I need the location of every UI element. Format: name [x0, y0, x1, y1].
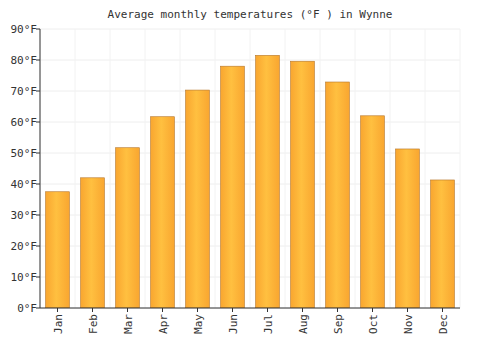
y-tick-label: 80°F — [11, 54, 38, 67]
x-tick — [57, 308, 58, 312]
x-tick — [442, 308, 443, 312]
bar — [361, 116, 385, 308]
bar — [221, 66, 245, 308]
x-tick-label: Dec — [437, 314, 450, 334]
grid-line-vertical — [40, 29, 41, 308]
x-tick-label: Jan — [52, 314, 65, 334]
bar — [326, 82, 350, 308]
grid-line-vertical — [110, 29, 111, 308]
bars — [46, 55, 455, 308]
x-tick-label: Jul — [262, 314, 275, 334]
x-tick-label: Jun — [227, 314, 240, 334]
y-tick-label: 20°F — [11, 240, 38, 253]
grid-line-vertical — [390, 29, 391, 308]
x-tick-label: Nov — [402, 314, 415, 334]
x-tick — [302, 308, 303, 312]
x-tick-label: Oct — [367, 314, 380, 334]
x-axis — [40, 308, 460, 309]
x-tick — [127, 308, 128, 312]
bar — [396, 149, 420, 308]
x-tick-label: Feb — [87, 314, 100, 334]
x-tick-label: Mar — [122, 314, 135, 334]
grid-line-vertical — [355, 29, 356, 308]
x-tick — [197, 308, 198, 312]
x-tick — [372, 308, 373, 312]
bar — [256, 55, 280, 308]
bar — [46, 192, 70, 308]
grid-line — [40, 308, 460, 309]
y-tick-label: 30°F — [11, 209, 38, 222]
grid-line-vertical — [215, 29, 216, 308]
x-tick — [92, 308, 93, 312]
bar — [116, 148, 140, 308]
x-tick-label: Sep — [332, 314, 345, 334]
grid-line-vertical — [425, 29, 426, 308]
x-tick-label: Apr — [157, 314, 170, 334]
y-tick-label: 10°F — [11, 271, 38, 284]
y-axis — [40, 29, 41, 308]
y-tick-label: 50°F — [11, 147, 38, 160]
y-tick-label: 70°F — [11, 85, 38, 98]
x-tick — [407, 308, 408, 312]
y-tick-label: 0°F — [17, 302, 37, 315]
bar — [431, 180, 455, 308]
chart: Average monthly temperatures (°F ) in Wy… — [0, 0, 500, 350]
bar — [151, 117, 175, 308]
x-tick — [232, 308, 233, 312]
x-tick — [267, 308, 268, 312]
grid-line-vertical — [320, 29, 321, 308]
x-tick-label: May — [192, 314, 205, 334]
grid-line-vertical — [250, 29, 251, 308]
x-tick — [337, 308, 338, 312]
y-tick-label: 40°F — [11, 178, 38, 191]
grid-line-vertical — [180, 29, 181, 308]
title: Average monthly temperatures (°F ) in Wy… — [108, 8, 393, 21]
bar — [81, 178, 105, 308]
grid-line-vertical — [460, 29, 461, 308]
y-tick-label: 90°F — [11, 23, 38, 36]
grid-line-vertical — [75, 29, 76, 308]
bar — [186, 90, 210, 308]
x-tick-label: Aug — [297, 314, 310, 334]
grid-line-vertical — [145, 29, 146, 308]
bar — [291, 61, 315, 308]
grid-line-vertical — [285, 29, 286, 308]
x-tick — [162, 308, 163, 312]
y-tick-label: 60°F — [11, 116, 38, 129]
